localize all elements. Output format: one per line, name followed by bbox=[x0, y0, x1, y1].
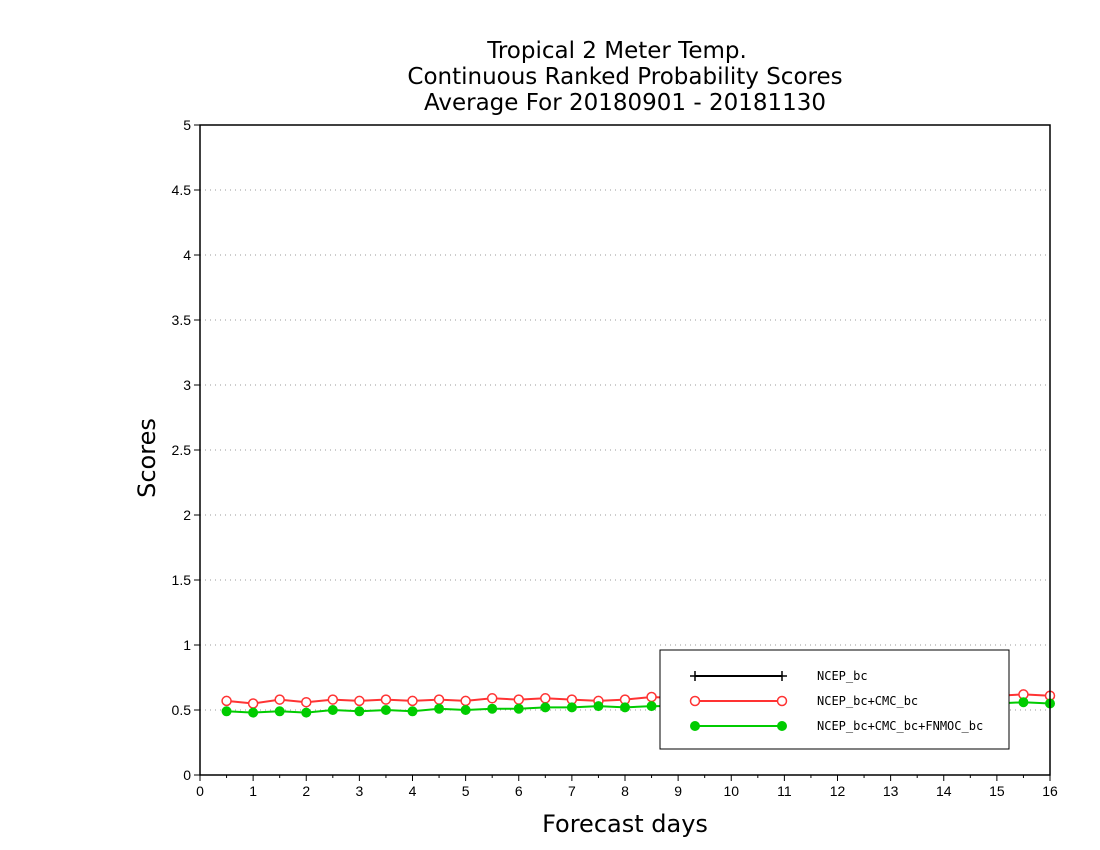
data-point bbox=[486, 693, 498, 704]
x-tick-label: 7 bbox=[568, 783, 576, 799]
x-tick-label: 5 bbox=[462, 783, 470, 799]
legend-label: NCEP_bc bbox=[817, 669, 868, 683]
x-tick-label: 15 bbox=[989, 783, 1005, 799]
data-point bbox=[301, 707, 312, 718]
data-point bbox=[247, 698, 259, 709]
x-tick-label: 4 bbox=[409, 783, 417, 799]
data-point bbox=[460, 705, 471, 715]
data-point bbox=[620, 702, 630, 713]
y-tick-label: 1 bbox=[183, 637, 191, 653]
chart-title-line-2: Continuous Ranked Probability Scores bbox=[407, 64, 842, 90]
data-point bbox=[513, 703, 524, 714]
data-point bbox=[327, 705, 338, 715]
data-point bbox=[274, 706, 285, 717]
x-tick-label: 10 bbox=[723, 783, 739, 799]
data-point bbox=[274, 694, 285, 705]
data-point bbox=[380, 705, 391, 715]
y-tick-label: 2.5 bbox=[172, 442, 192, 458]
chart-title-line-3: Average For 20180901 - 20181130 bbox=[424, 90, 826, 116]
chart-title-line-1: Tropical 2 Meter Temp. bbox=[486, 38, 747, 64]
data-point bbox=[460, 695, 471, 707]
y-axis-ticks: 0 0.5 1 1.5 2 2.5 3 3.5 4 4.5 5 bbox=[172, 117, 200, 783]
data-point bbox=[354, 695, 365, 707]
x-axis-label: Forecast days bbox=[542, 810, 708, 838]
y-tick-label: 3.5 bbox=[172, 312, 192, 328]
data-point bbox=[593, 701, 604, 712]
x-tick-label: 12 bbox=[830, 783, 846, 799]
y-axis-label: Scores bbox=[133, 418, 161, 498]
data-point bbox=[487, 703, 498, 714]
data-point bbox=[327, 694, 339, 705]
chart-title: Tropical 2 Meter Temp. Continuous Ranked… bbox=[407, 38, 842, 116]
x-tick-label: 13 bbox=[883, 783, 899, 799]
data-point bbox=[540, 693, 551, 704]
x-tick-label: 1 bbox=[249, 783, 257, 799]
legend-marker bbox=[689, 695, 701, 707]
y-tick-label: 1.5 bbox=[172, 572, 192, 588]
x-tick-label: 3 bbox=[355, 783, 363, 799]
data-point bbox=[434, 703, 445, 714]
data-point bbox=[1018, 697, 1029, 708]
legend-marker bbox=[777, 671, 787, 681]
legend-marker bbox=[776, 695, 788, 707]
x-tick-label: 9 bbox=[674, 783, 682, 799]
data-point bbox=[221, 695, 232, 707]
y-tick-label: 0 bbox=[183, 767, 191, 783]
x-tick-label: 11 bbox=[777, 783, 792, 799]
data-point bbox=[407, 695, 418, 707]
legend: NCEP_bc NCEP_bc+CMC_bc NCEP_bc+CMC_bc+FNMO… bbox=[659, 649, 1010, 750]
data-point bbox=[433, 694, 445, 705]
x-tick-label: 16 bbox=[1042, 783, 1058, 799]
grid-lines bbox=[200, 124, 1050, 711]
data-point bbox=[354, 706, 365, 717]
y-tick-label: 4 bbox=[183, 247, 191, 263]
data-point bbox=[407, 706, 418, 717]
data-point bbox=[301, 696, 312, 708]
data-point bbox=[540, 702, 551, 713]
legend-box bbox=[659, 649, 1010, 750]
y-tick-label: 3 bbox=[183, 377, 191, 393]
data-point bbox=[221, 706, 232, 717]
x-tick-label: 8 bbox=[621, 783, 629, 799]
legend-label: NCEP_bc+CMC_bc bbox=[817, 694, 918, 708]
legend-label: NCEP_bc+CMC_bc+FNMOC_bc bbox=[817, 719, 983, 733]
x-tick-label: 2 bbox=[302, 783, 310, 799]
x-tick-label: 6 bbox=[515, 783, 523, 799]
legend-marker bbox=[690, 671, 700, 681]
data-point bbox=[513, 694, 524, 705]
y-tick-label: 2 bbox=[183, 507, 191, 523]
y-tick-label: 4.5 bbox=[172, 182, 192, 198]
legend-marker bbox=[690, 721, 700, 731]
data-point bbox=[248, 707, 259, 718]
x-tick-label: 14 bbox=[936, 783, 952, 799]
y-tick-label: 0.5 bbox=[172, 702, 192, 718]
y-tick-label: 5 bbox=[183, 117, 191, 133]
x-tick-label: 0 bbox=[196, 783, 204, 799]
data-point bbox=[566, 702, 577, 713]
data-point bbox=[380, 694, 392, 705]
data-point bbox=[646, 701, 657, 712]
data-point bbox=[646, 691, 657, 703]
x-axis-ticks: 0 1 2 3 4 5 6 7 8 9 10 11 12 13 14 15 16 bbox=[196, 775, 1058, 799]
legend-marker bbox=[777, 721, 787, 731]
